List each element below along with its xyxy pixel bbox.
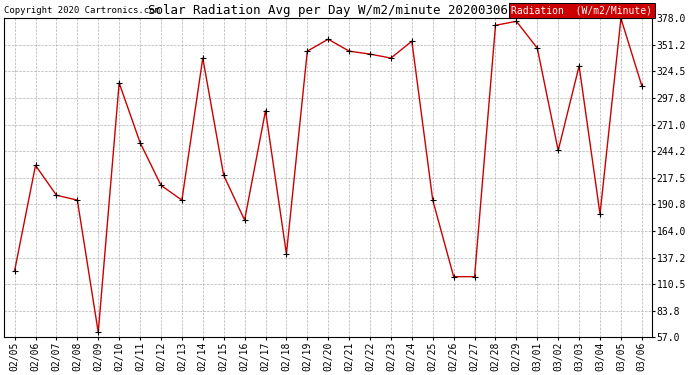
Title: Solar Radiation Avg per Day W/m2/minute 20200306: Solar Radiation Avg per Day W/m2/minute …: [148, 4, 509, 17]
Text: Radiation  (W/m2/Minute): Radiation (W/m2/Minute): [511, 5, 652, 15]
Text: Copyright 2020 Cartronics.com: Copyright 2020 Cartronics.com: [4, 6, 160, 15]
